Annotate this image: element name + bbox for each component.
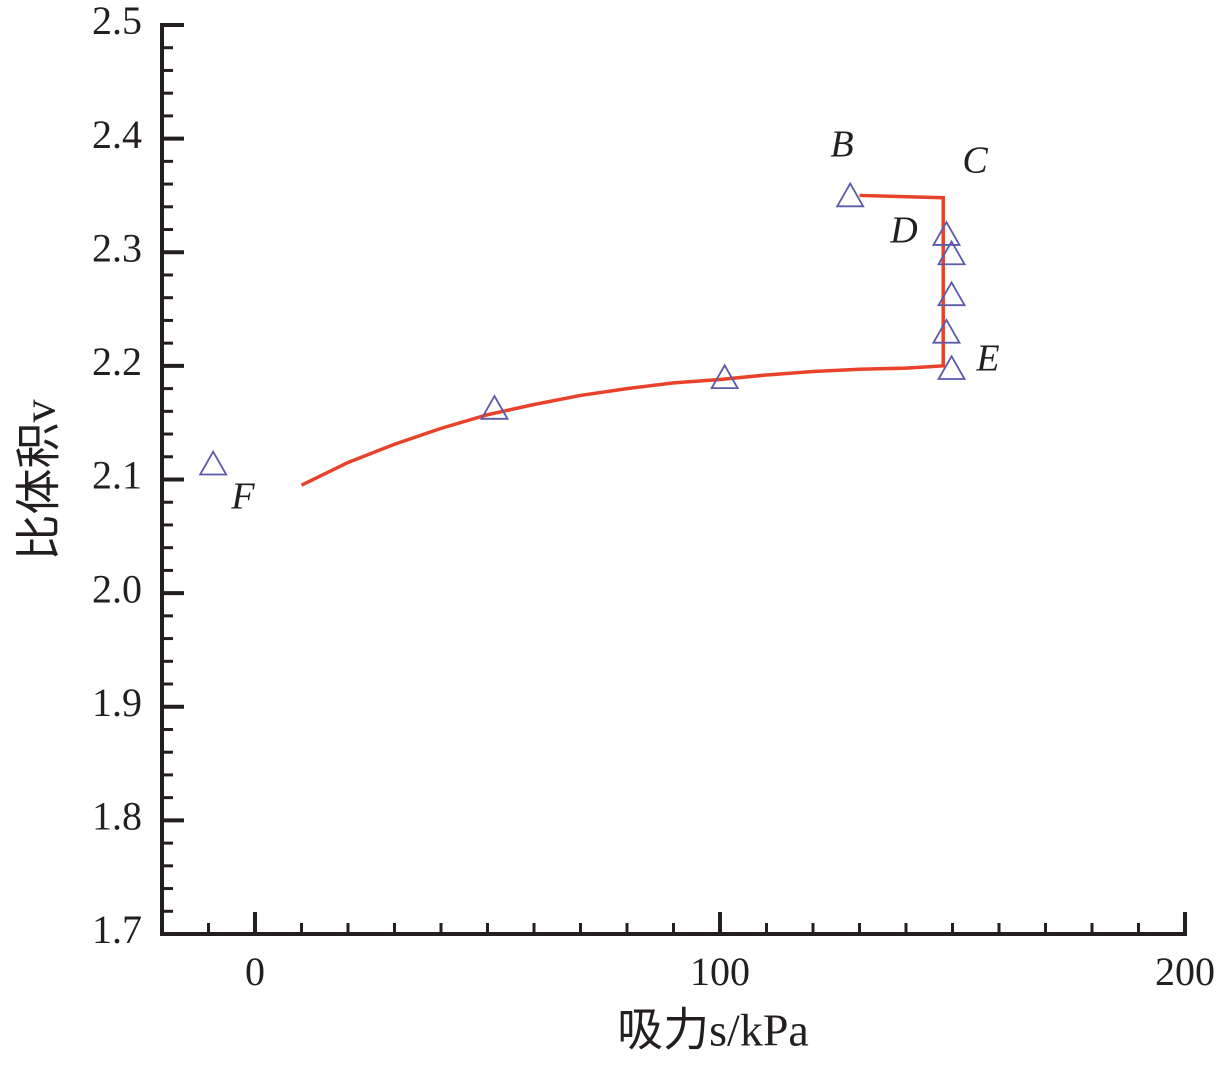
triangle-marker	[710, 363, 740, 390]
triangle-marker	[937, 239, 967, 266]
y-axis-label: 比体积v	[14, 400, 65, 561]
annotation: E	[975, 338, 999, 380]
triangle-marker	[835, 181, 865, 208]
triangle-marker	[931, 220, 962, 246]
y-tick-label: 1.7	[92, 907, 142, 952]
triangle-marker	[479, 394, 510, 420]
y-tick-label: 2.4	[92, 112, 142, 157]
x-tick-label: 100	[690, 949, 750, 994]
x-axis-label: 吸力s/kPa	[617, 1005, 809, 1056]
curve	[300, 193, 945, 487]
x-tick-label: 0	[245, 949, 265, 994]
y-tick-label: 1.8	[92, 794, 142, 839]
y-tick-label: 1.9	[92, 680, 142, 725]
annotation: C	[962, 140, 988, 182]
triangle-marker	[198, 449, 228, 476]
annotation: B	[830, 124, 853, 166]
triangle-marker	[931, 318, 962, 344]
annotation: F	[230, 476, 255, 518]
y-tick-label: 2.1	[92, 453, 142, 498]
y-tick-label: 2.5	[92, 0, 142, 43]
y-tick-label: 2.0	[92, 566, 142, 611]
annotation: D	[889, 210, 917, 252]
triangle-marker	[937, 280, 967, 307]
y-tick-label: 2.2	[92, 339, 142, 384]
y-tick-label: 2.3	[92, 225, 142, 270]
triangle-marker	[937, 354, 967, 380]
x-tick-label: 200	[1155, 949, 1215, 994]
